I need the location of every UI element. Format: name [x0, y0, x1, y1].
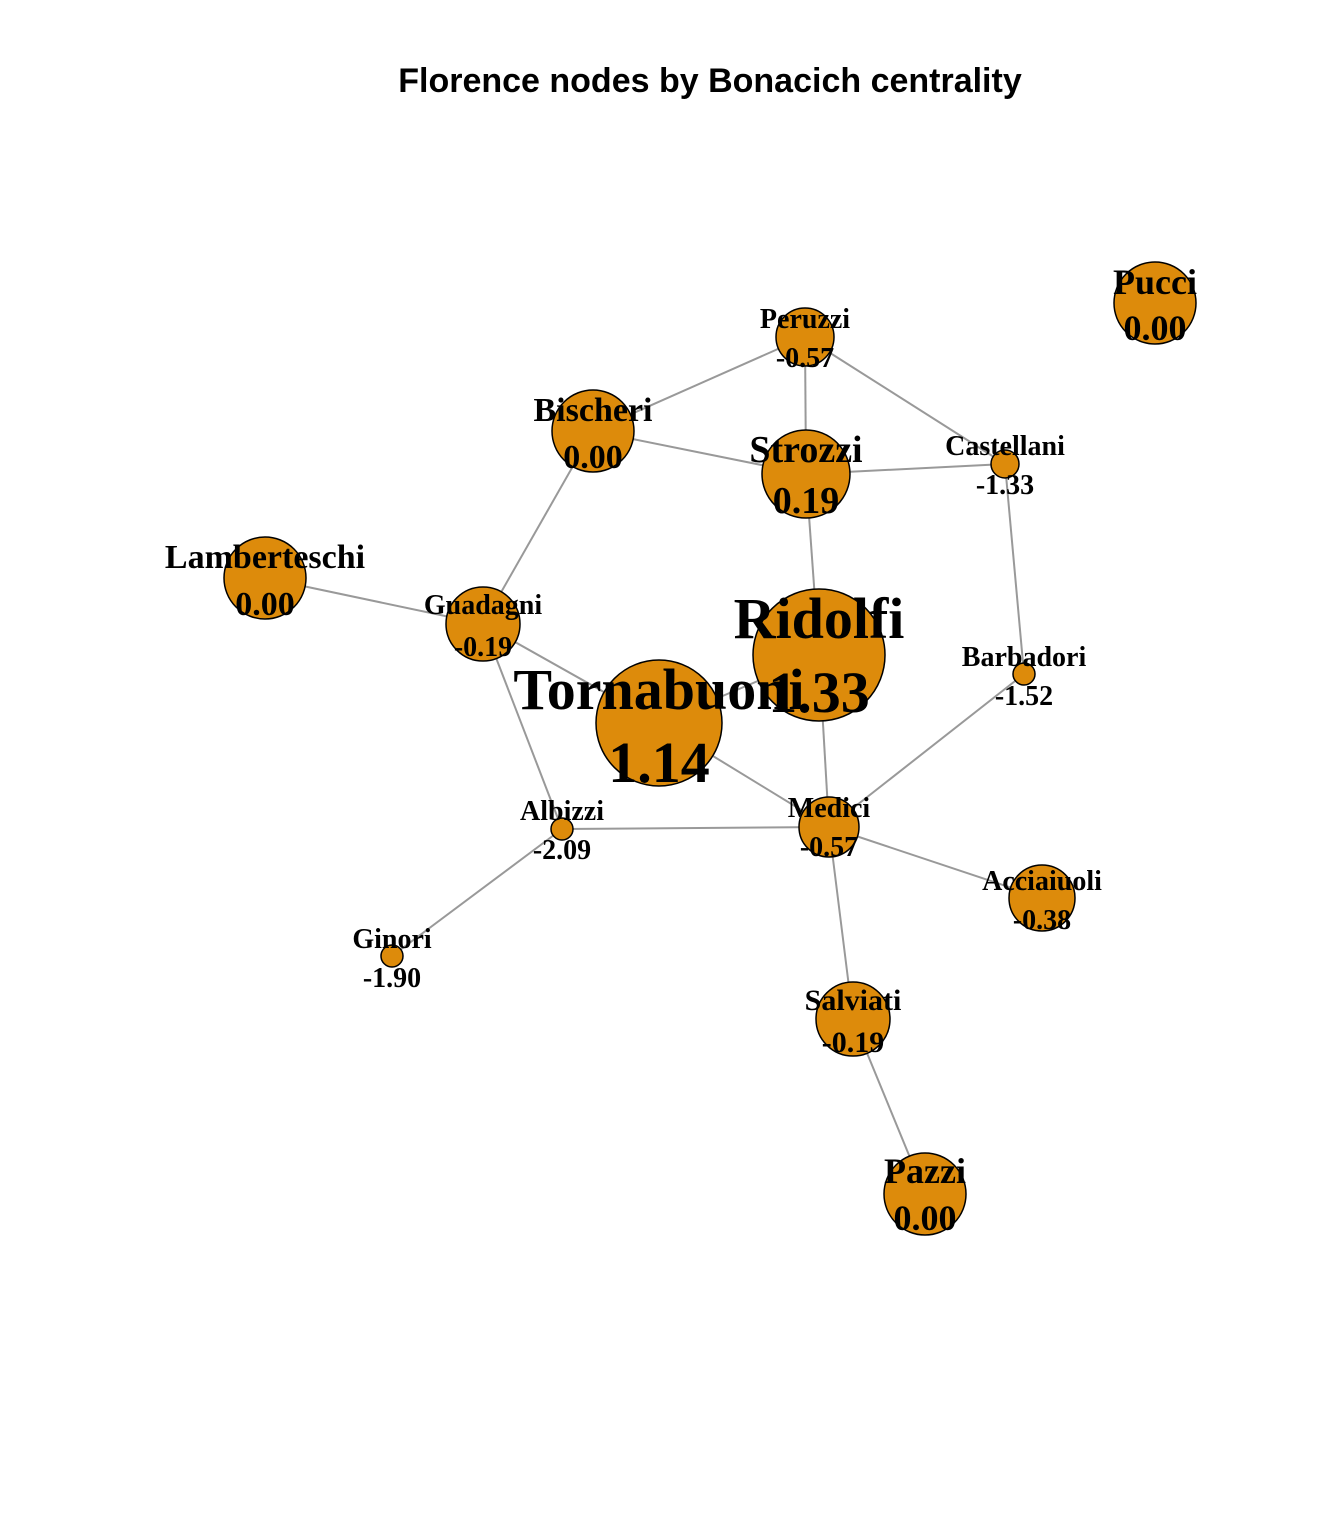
node-value-ginori: -1.90 — [363, 963, 421, 994]
node-value-tornabuoni: 1.14 — [608, 730, 710, 795]
node-salviati — [815, 981, 891, 1057]
node-label-albizzi: Albizzi — [520, 796, 604, 827]
node-lamberteschi — [223, 536, 307, 620]
node-value-pazzi: 0.00 — [894, 1198, 957, 1238]
node-label-lamberteschi: Lamberteschi — [165, 539, 365, 576]
node-value-castellani: -1.33 — [976, 470, 1034, 501]
node-ridolfi — [752, 588, 886, 722]
node-castellani — [990, 449, 1020, 479]
node-value-strozzi: 0.19 — [773, 480, 840, 522]
node-label-guadagni: Guadagni — [424, 590, 542, 621]
node-label-acciaiuoli: Acciaiuoli — [982, 866, 1102, 897]
node-label-salviati: Salviati — [805, 984, 902, 1017]
node-label-castellani: Castellani — [945, 431, 1065, 462]
node-value-lamberteschi: 0.00 — [235, 586, 295, 623]
node-albizzi — [550, 817, 574, 841]
node-strozzi — [761, 429, 851, 519]
edge-medici-acciaiuoli — [828, 826, 1043, 899]
node-guadagni — [445, 586, 521, 662]
node-bischeri — [551, 389, 635, 473]
node-label-ginori: Ginori — [352, 924, 432, 955]
nodes-layer — [223, 261, 1197, 1236]
node-value-acciaiuoli: -0.38 — [1013, 905, 1071, 936]
node-value-guadagni: -0.19 — [454, 632, 512, 663]
chart-title: Florence nodes by Bonacich centrality — [398, 62, 1022, 100]
node-label-medici: Medici — [788, 793, 871, 824]
edge-albizzi-ginori — [391, 828, 563, 957]
node-value-salviati: -0.19 — [822, 1026, 885, 1059]
node-medici — [798, 796, 860, 858]
edge-peruzzi-castellani — [804, 336, 1006, 465]
node-acciaiuoli — [1008, 864, 1076, 932]
node-value-pucci: 0.00 — [1124, 308, 1187, 348]
node-label-peruzzi: Peruzzi — [760, 304, 850, 335]
node-label-strozzi: Strozzi — [749, 429, 862, 471]
node-peruzzi — [775, 307, 835, 367]
edge-castellani-barbadori — [1004, 463, 1025, 675]
node-value-barbadori: -1.52 — [995, 681, 1053, 712]
node-pucci — [1113, 261, 1197, 345]
edge-albizzi-medici — [561, 826, 830, 830]
node-value-albizzi: -2.09 — [533, 835, 591, 866]
edge-barbadori-medici — [828, 673, 1025, 828]
node-value-medici: -0.57 — [800, 832, 858, 863]
node-label-barbadori: Barbadori — [962, 642, 1087, 673]
node-ginori — [380, 944, 404, 968]
node-label-ridolfi: Ridolfi — [734, 586, 905, 651]
node-value-peruzzi: -0.57 — [776, 343, 834, 374]
node-label-tornabuoni: Tornabuoni — [513, 657, 804, 722]
node-barbadori — [1012, 662, 1036, 686]
node-value-ridolfi: 1.33 — [768, 660, 870, 725]
labels-layer: Peruzzi -0.57 Pucci 0.00 Bischeri 0.00 Strozzi… — [165, 262, 1197, 1238]
node-label-pazzi: Pazzi — [884, 1151, 966, 1191]
node-label-bischeri: Bischeri — [534, 392, 653, 429]
node-pazzi — [883, 1152, 967, 1236]
node-tornabuoni — [595, 659, 723, 787]
node-value-bischeri: 0.00 — [563, 439, 623, 476]
node-label-pucci: Pucci — [1113, 262, 1197, 302]
